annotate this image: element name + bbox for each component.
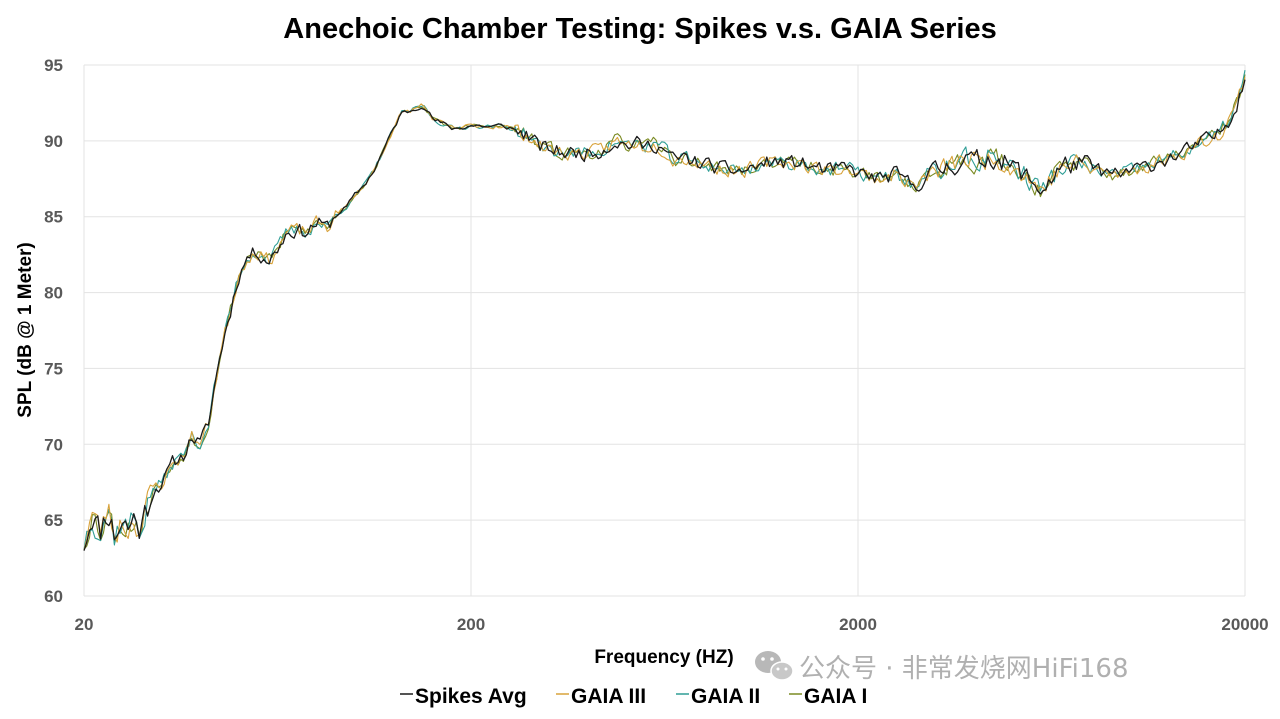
series-line: [83, 69, 1246, 550]
legend: Spikes Avg GAIA III GAIA II GAIA I: [400, 685, 867, 708]
y-tick-label: 80: [44, 284, 63, 303]
x-axis-label: Frequency (HZ): [594, 647, 733, 668]
watermark: 公众号 · 非常发烧网HiFi168: [755, 651, 1128, 684]
legend-label: GAIA III: [571, 685, 646, 708]
legend-label: Spikes Avg: [415, 685, 527, 708]
legend-label: GAIA I: [804, 685, 867, 708]
y-tick-label: 75: [44, 359, 63, 378]
legend-item: Spikes Avg: [400, 685, 527, 708]
watermark-text: 公众号 · 非常发烧网HiFi168: [799, 654, 1128, 684]
y-tick-label: 60: [44, 587, 63, 606]
gridlines: [83, 64, 1246, 597]
legend-item: GAIA I: [789, 685, 867, 708]
x-tick-label: 20: [75, 615, 94, 634]
x-tick-label: 200: [457, 615, 485, 634]
legend-item: GAIA III: [556, 685, 646, 708]
legend-item: GAIA II: [676, 685, 760, 708]
y-tick-label: 95: [44, 56, 63, 75]
chart-title: Anechoic Chamber Testing: Spikes v.s. GA…: [283, 13, 996, 45]
x-tick-label: 20000: [1221, 615, 1268, 634]
legend-label: GAIA II: [691, 685, 760, 708]
wechat-icon: [755, 651, 794, 681]
y-tick-label: 90: [44, 132, 63, 151]
x-tick-label: 2000: [839, 615, 877, 634]
y-tick-label: 70: [44, 435, 63, 454]
series-line: [83, 79, 1246, 551]
y-axis-label: SPL (dB @ 1 Meter): [15, 242, 36, 417]
series-lines: [83, 69, 1246, 551]
y-tick-label: 65: [44, 511, 63, 530]
series-line: [83, 74, 1246, 550]
y-tick-label: 85: [44, 208, 63, 227]
tick-labels: 60 65 70 75 80 85 90 95 20 200 2000 20000: [44, 56, 1269, 634]
